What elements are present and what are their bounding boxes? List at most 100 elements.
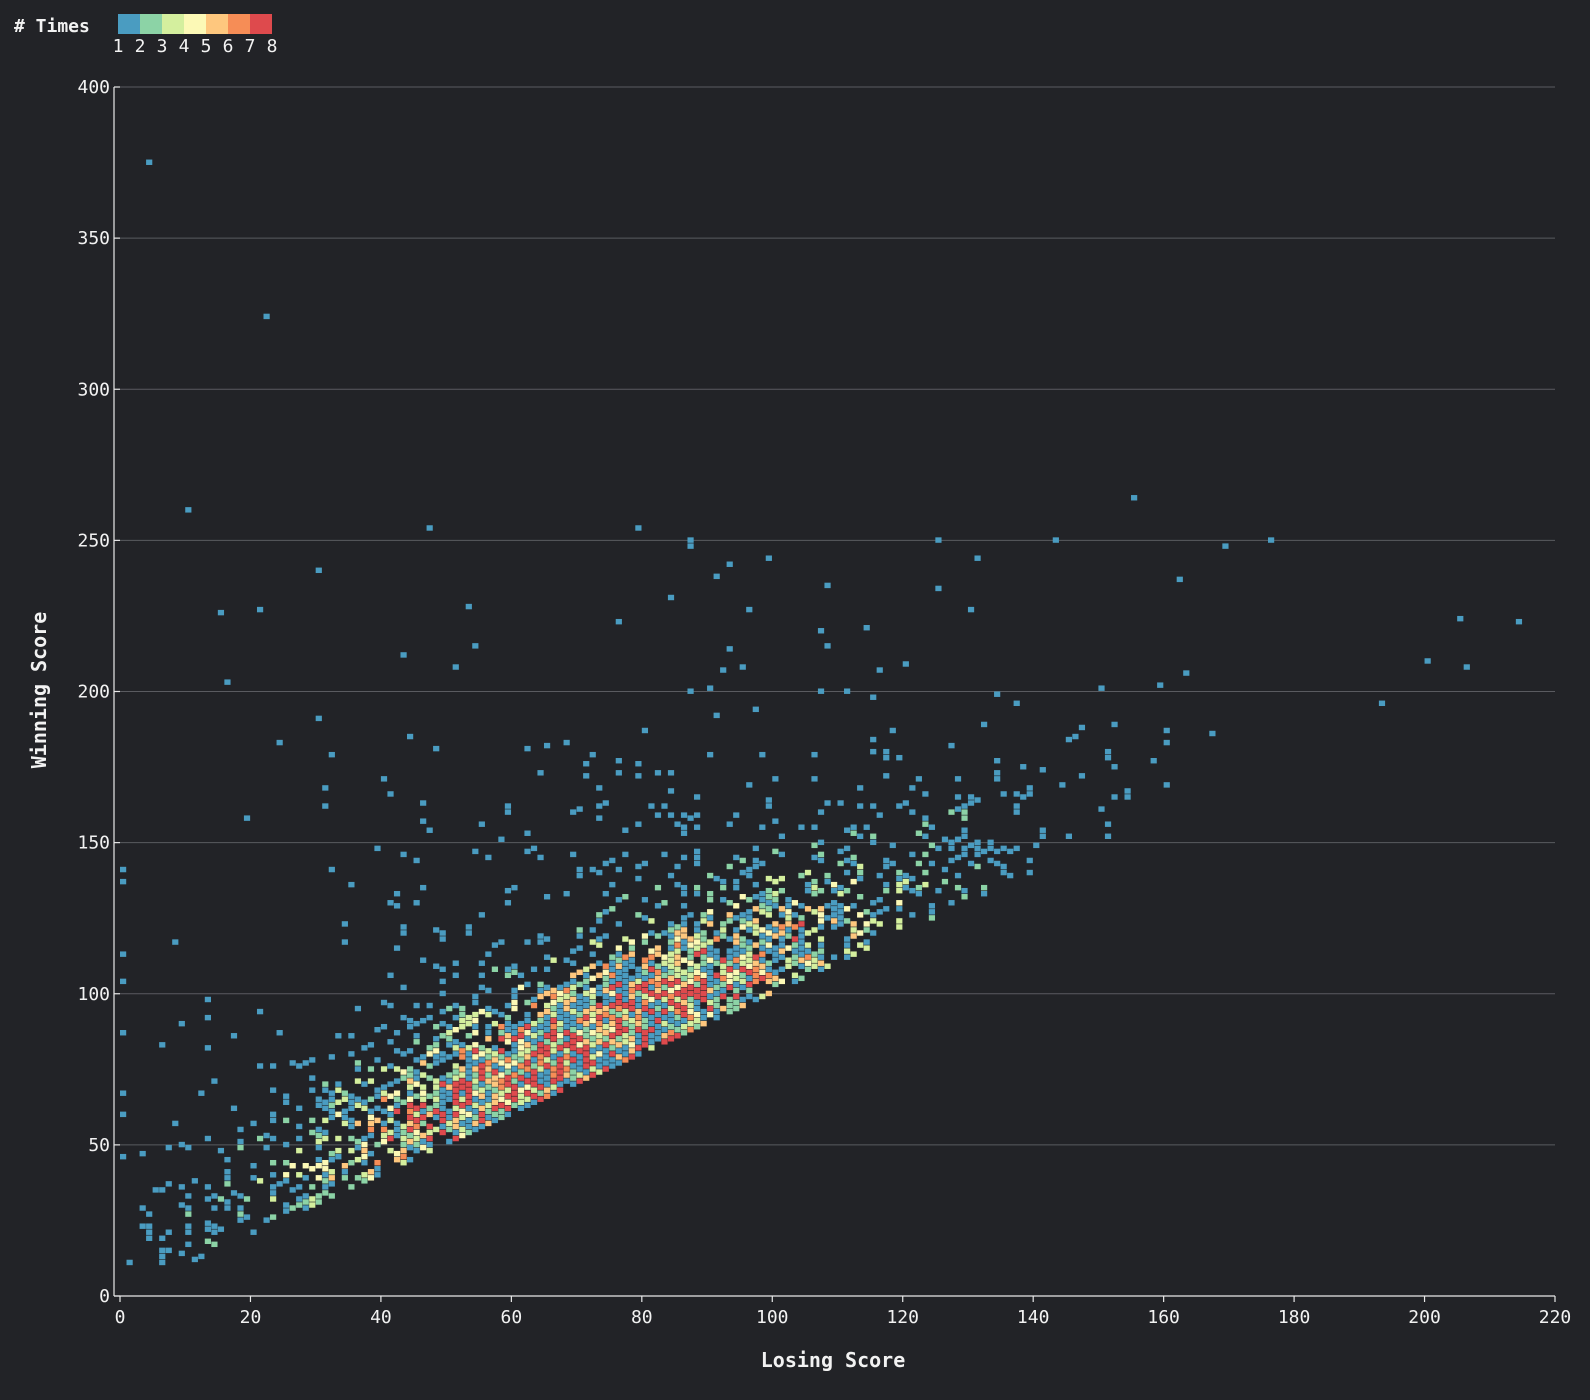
heatmap-cell [354,1102,362,1108]
heatmap-cell [452,664,459,670]
heatmap-cell [928,903,936,909]
heatmap-cell [909,912,916,918]
heatmap-cell [413,1111,420,1118]
heatmap-cell [602,987,609,994]
heatmap-cell [628,975,635,982]
heatmap-cell [759,951,766,957]
heatmap-cell [550,1005,557,1012]
heatmap-cell [680,921,688,927]
heatmap-cell [667,999,675,1006]
heatmap-cell [1065,833,1072,839]
heatmap-cell [485,1114,492,1121]
heatmap-cell [439,1081,446,1087]
heatmap-cell [615,758,622,764]
heatmap-cell [393,1120,401,1127]
heatmap-cell [511,1084,518,1090]
heatmap-cell [778,924,785,930]
heatmap-cell [243,1214,251,1220]
heatmap-cell [583,1020,590,1027]
heatmap-cell [165,1181,172,1187]
heatmap-cell [602,1005,609,1012]
heatmap-cell [863,945,870,951]
heatmap-cell [589,1066,596,1072]
heatmap-cell [563,1023,570,1030]
heatmap-cell [778,930,785,936]
heatmap-cell [367,1150,375,1157]
heatmap-cell [348,1147,355,1154]
heatmap-cell [694,969,701,976]
heatmap-cell [543,1093,551,1099]
heatmap-cell [674,1014,681,1021]
heatmap-cell [772,776,779,782]
heatmap-cell [224,1175,231,1181]
heatmap-cell [165,1247,172,1254]
heatmap-cell [504,1087,512,1093]
heatmap-cell [354,1060,362,1066]
heatmap-cell [459,1048,466,1054]
heatmap-cell [407,1156,414,1163]
heatmap-cell [733,1005,740,1012]
heatmap-cell [413,1033,420,1039]
heatmap-cell [517,1051,525,1057]
heatmap-cell [387,1063,394,1069]
heatmap-cell [661,1039,668,1045]
heatmap-cell [628,939,635,945]
heatmap-cell [661,984,668,991]
heatmap-cell [987,845,994,852]
heatmap-cell [524,1030,531,1036]
heatmap-cell [315,1138,322,1145]
heatmap-cell [478,912,485,918]
heatmap-cell [426,1105,433,1112]
heatmap-cell [400,984,407,991]
heatmap-cell [485,1078,492,1084]
heatmap-cell [1020,794,1027,800]
heatmap-cell [328,1181,335,1187]
heatmap-cell [393,1048,401,1054]
heatmap-cell [517,1093,525,1099]
heatmap-cell [648,972,655,979]
heatmap-cell [667,1030,675,1036]
heatmap-cell [661,1033,668,1039]
heatmap-cell [850,903,857,909]
heatmap-cell [361,1172,368,1178]
heatmap-cell [863,824,870,830]
heatmap-cell [576,872,583,879]
heatmap-cell [387,1129,394,1136]
heatmap-cell [661,900,668,906]
heatmap-cell [557,990,564,997]
heatmap-cell [596,972,603,979]
heatmap-cell [459,1011,466,1018]
heatmap-cell [870,930,877,936]
heatmap-cell [426,525,433,531]
heatmap-cell [576,1030,583,1036]
heatmap-cell [217,609,225,616]
heatmap-cell [485,1036,492,1042]
heatmap-cell [420,884,427,891]
heatmap-cell [785,903,792,909]
heatmap-cell [393,890,401,897]
heatmap-cell [759,993,766,1000]
heatmap-cell [928,824,936,830]
heatmap-cell [654,969,662,976]
heatmap-cell [785,933,792,939]
heatmap-cell [465,1117,472,1124]
heatmap-cell [641,1017,649,1024]
heatmap-cell [348,1093,355,1099]
heatmap-cell [120,1111,127,1118]
heatmap-cell [296,1063,303,1069]
heatmap-cell [654,1005,662,1012]
heatmap-cell [589,987,596,994]
heatmap-cell [596,984,603,991]
heatmap-cell [811,878,818,885]
heatmap-cell [583,1045,590,1051]
heatmap-cell [478,1069,485,1075]
heatmap-cell [563,1078,570,1084]
heatmap-cell [380,1096,388,1102]
heatmap-cell [824,643,831,649]
heatmap-cell [517,984,525,991]
heatmap-cell [361,1099,368,1105]
heatmap-cell [967,794,975,800]
heatmap-cell [726,984,733,991]
heatmap-cell [400,1147,407,1154]
heatmap-cell [537,1017,544,1024]
